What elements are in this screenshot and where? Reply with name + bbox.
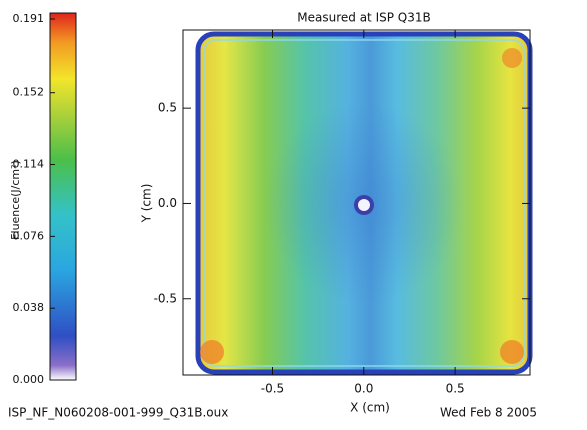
footer-date: Wed Feb 8 2005 (440, 406, 537, 420)
x-tick-label: 0.0 (354, 382, 373, 396)
colorbar-tick-label: 0.191 (13, 12, 45, 25)
y-tick-label: -0.5 (154, 291, 177, 305)
plot-frame (182, 29, 531, 376)
colorbar-label: Fluence(J/cm²) (9, 160, 22, 240)
chart-title: Measured at ISP Q31B (297, 11, 430, 25)
x-axis-label: X (cm) (350, 401, 390, 415)
colorbar (49, 12, 77, 381)
x-tick-label: -0.5 (261, 382, 284, 396)
footer-file: ISP_NF_N060208-001-999_Q31B.oux (8, 406, 228, 420)
colorbar-tick-label: 0.152 (13, 86, 45, 99)
colorbar-tick-label: 0.076 (13, 229, 45, 242)
x-tick-label: 0.5 (446, 382, 465, 396)
y-tick-label: 0.0 (158, 196, 177, 210)
heatmap-image (195, 31, 533, 375)
y-axis-label: Y (cm) (140, 184, 154, 224)
colorbar-tick-label: 0.038 (13, 301, 45, 314)
colorbar-tick-label: 0.114 (13, 158, 45, 171)
colorbar-tick-label: 0.000 (13, 373, 45, 386)
y-tick-label: 0.5 (158, 101, 177, 115)
